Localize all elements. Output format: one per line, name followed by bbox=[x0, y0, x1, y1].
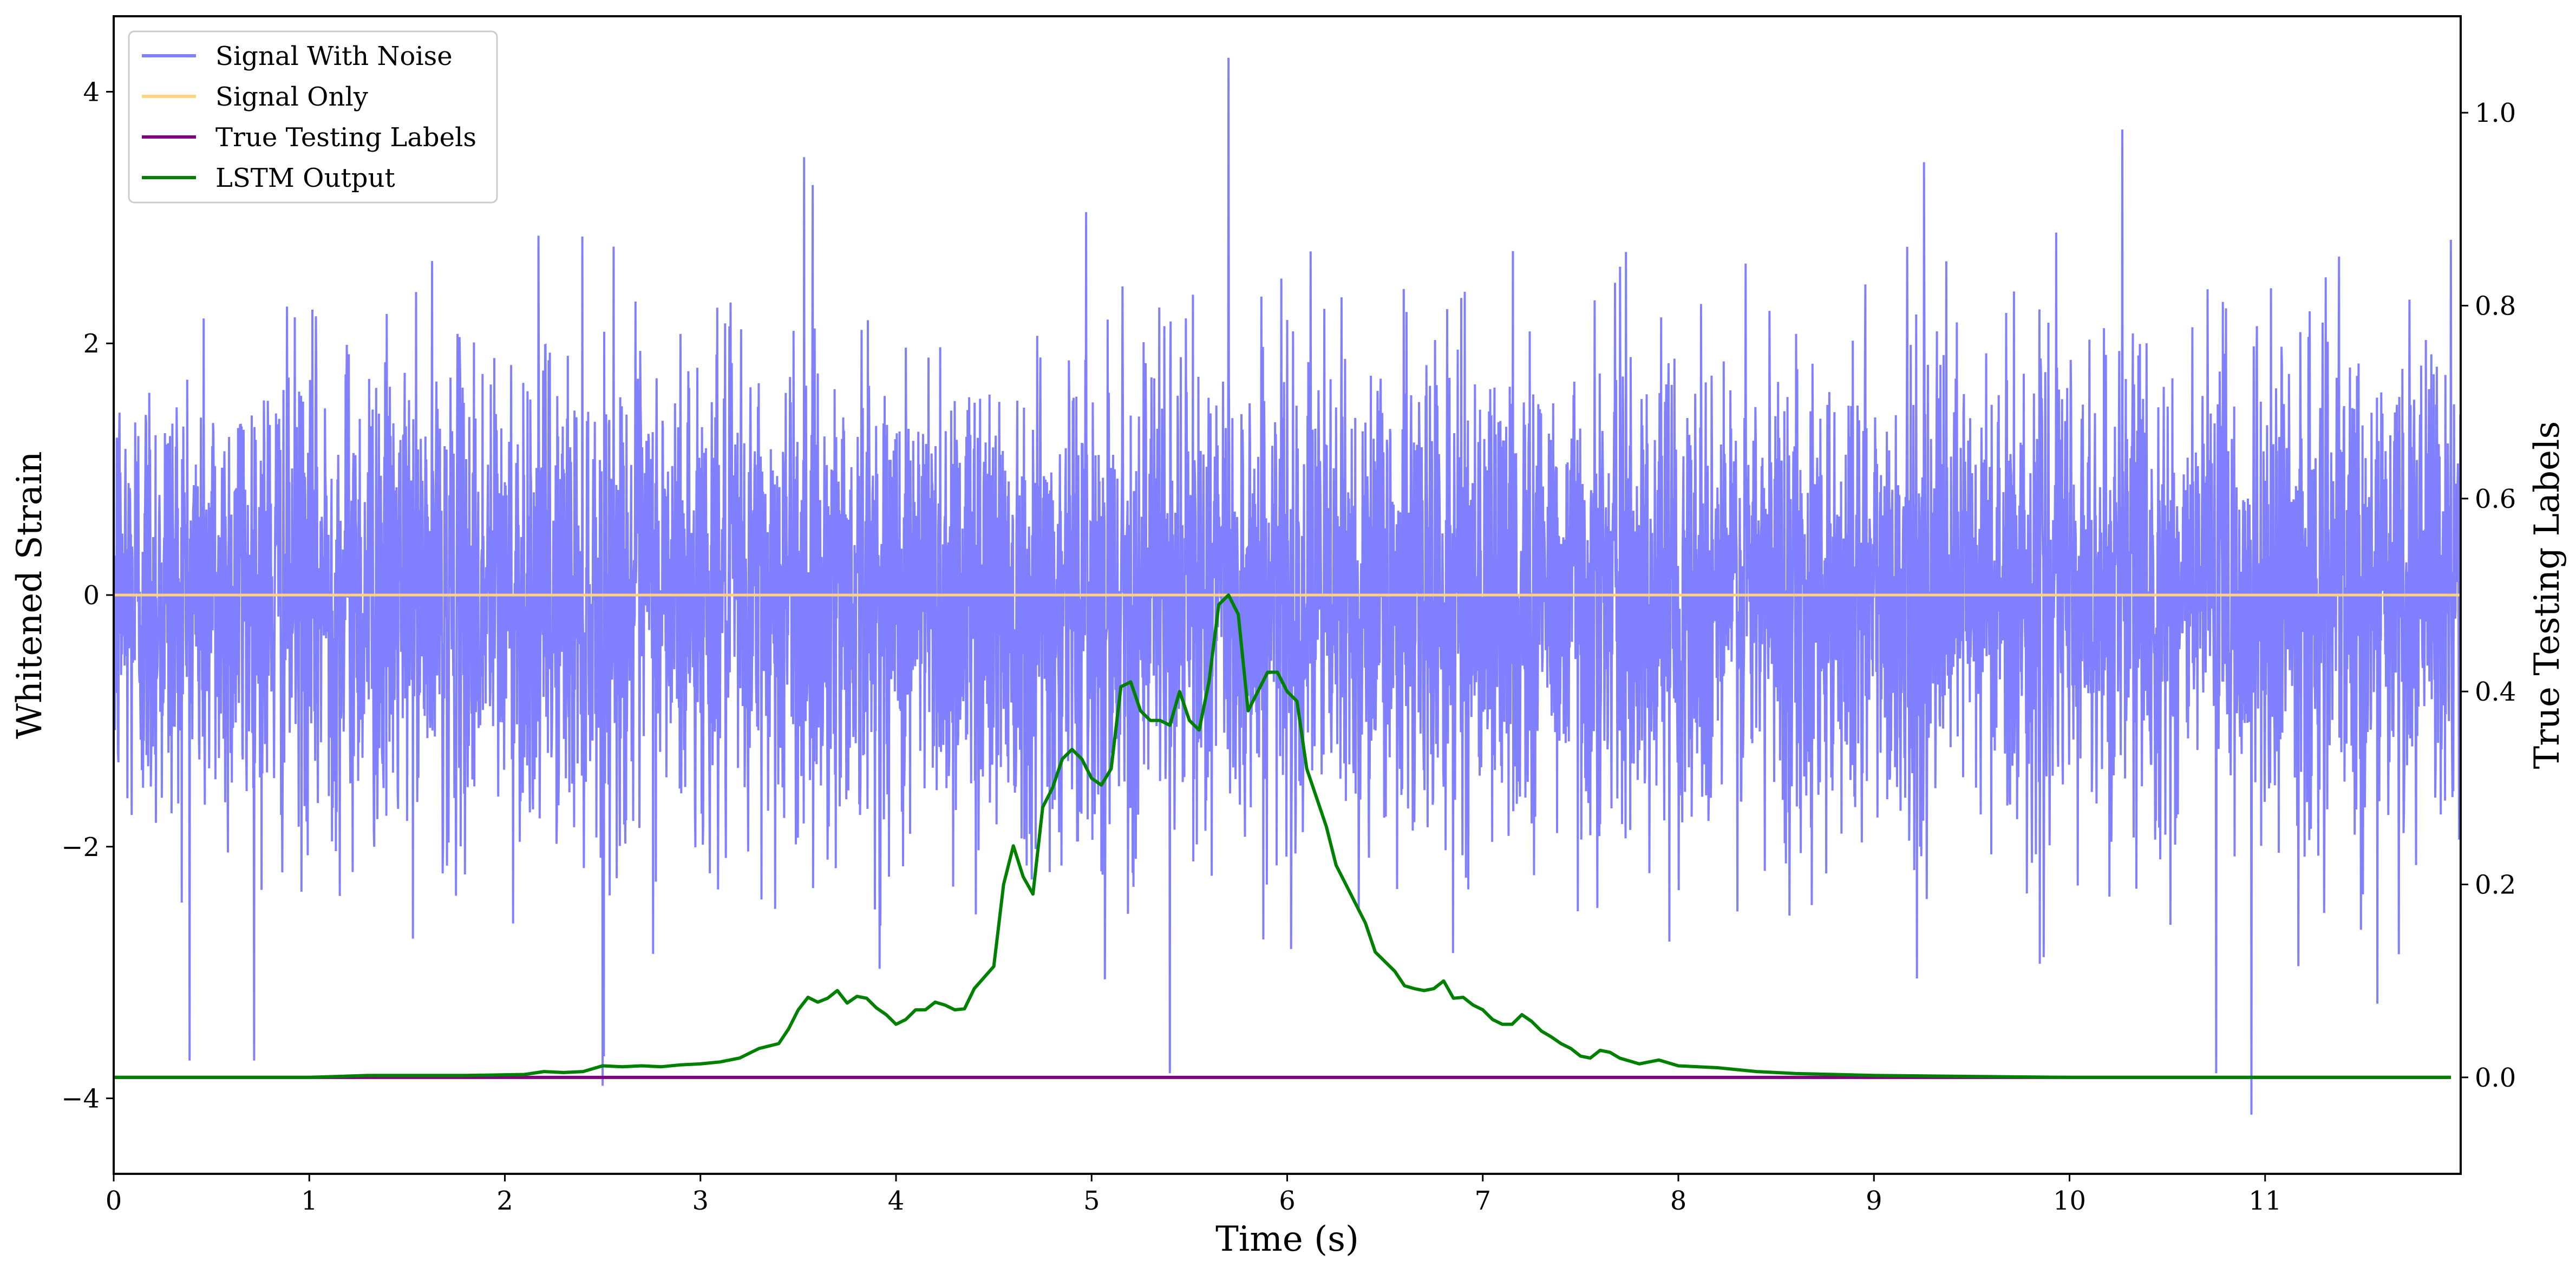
y-axis-label-right: True Testing Labels bbox=[2527, 421, 2567, 769]
y-right-tick-label: 0.2 bbox=[2475, 870, 2516, 900]
x-tick-label: 2 bbox=[496, 1186, 513, 1216]
x-axis: 0 1 2 3 4 5 6 7 8 9 10 11 bbox=[106, 1174, 2281, 1216]
y-right-tick-label: 1.0 bbox=[2475, 98, 2516, 128]
x-tick-label: 5 bbox=[1083, 1186, 1100, 1216]
y-tick-label: 4 bbox=[83, 77, 100, 107]
y-right-tick-label: 0.0 bbox=[2475, 1063, 2516, 1093]
y-right-tick-label: 0.8 bbox=[2475, 291, 2516, 322]
series-lstm-output bbox=[114, 593, 2451, 1079]
x-tick-label: 6 bbox=[1279, 1186, 1296, 1216]
y-axis-right: 0.0 0.2 0.4 0.6 0.8 1.0 bbox=[2461, 98, 2516, 1093]
y-tick-label: −2 bbox=[61, 832, 100, 863]
y-tick-label: 0 bbox=[83, 580, 100, 611]
x-tick-label: 4 bbox=[888, 1186, 905, 1216]
x-tick-label: 0 bbox=[106, 1186, 122, 1216]
x-tick-label: 11 bbox=[2248, 1186, 2281, 1216]
x-tick-label: 7 bbox=[1474, 1186, 1491, 1216]
x-axis-label: Time (s) bbox=[1215, 1219, 1359, 1259]
line-lstm-output bbox=[114, 593, 2451, 1079]
y-axis-label-left: Whitened Strain bbox=[10, 451, 50, 739]
legend-label: True Testing Labels bbox=[215, 122, 476, 153]
line-signal-with-noise bbox=[113, 57, 2462, 1115]
x-tick-label: 10 bbox=[2053, 1186, 2086, 1216]
legend-label: Signal Only bbox=[215, 82, 368, 112]
legend-label: LSTM Output bbox=[215, 163, 395, 193]
x-tick-label: 9 bbox=[1866, 1186, 1882, 1216]
x-tick-label: 3 bbox=[692, 1186, 709, 1216]
series-signal-with-noise bbox=[113, 57, 2462, 1115]
y-axis-left: −4 −2 0 2 4 bbox=[61, 77, 114, 1114]
x-tick-label: 1 bbox=[301, 1186, 318, 1216]
legend-label: Signal With Noise bbox=[215, 41, 453, 71]
y-tick-label: 2 bbox=[83, 329, 100, 359]
legend-box bbox=[128, 30, 498, 204]
y-right-tick-label: 0.4 bbox=[2475, 677, 2516, 707]
legend: Signal With Noise Signal Only True Testing… bbox=[128, 30, 498, 204]
x-tick-label: 8 bbox=[1670, 1186, 1687, 1216]
y-tick-label: −4 bbox=[61, 1084, 100, 1114]
y-right-tick-label: 0.6 bbox=[2475, 484, 2516, 514]
